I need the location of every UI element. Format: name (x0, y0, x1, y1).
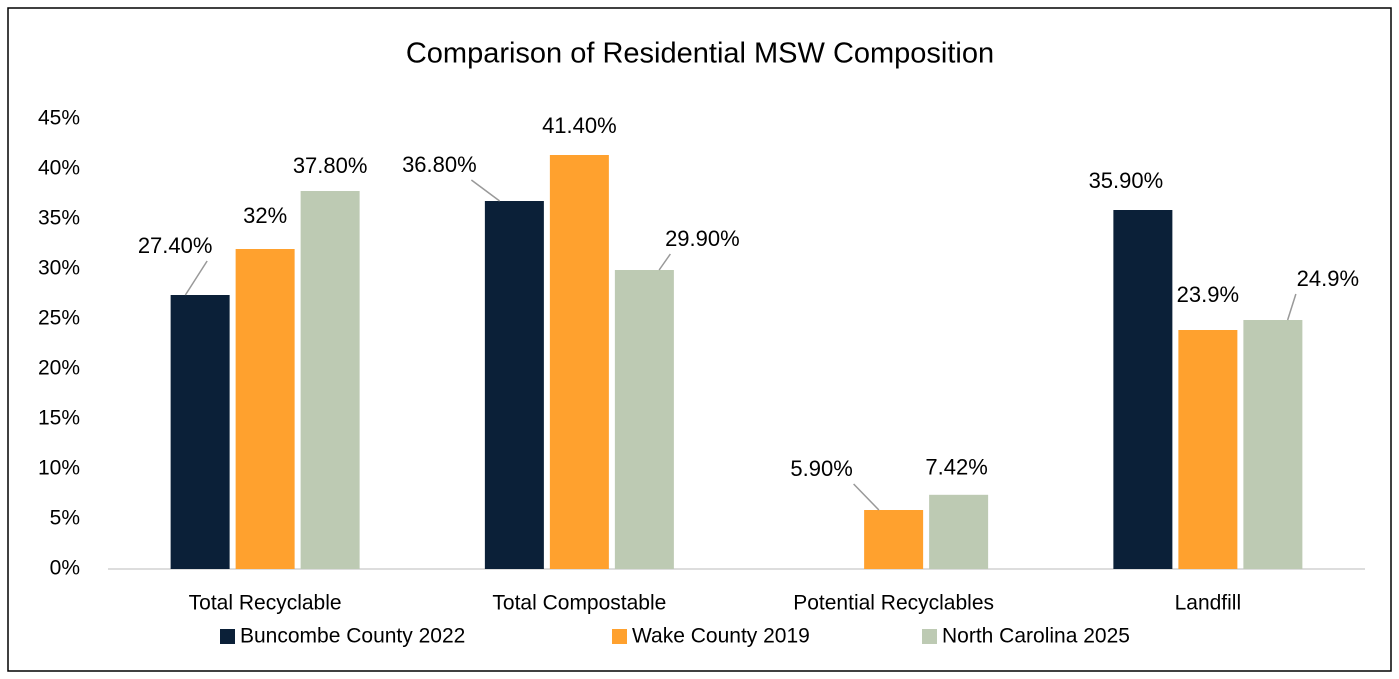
y-tick-label: 15% (38, 407, 80, 430)
data-label: 23.9% (1177, 282, 1239, 307)
bar (1113, 210, 1173, 569)
y-tick-label: 0% (50, 557, 80, 580)
data-label: 41.40% (542, 113, 617, 138)
leader-line (658, 253, 671, 271)
bar (1243, 320, 1303, 569)
leader-line (1286, 293, 1297, 321)
legend-label: Buncombe County 2022 (240, 625, 465, 648)
data-label: 5.90% (790, 456, 852, 481)
bar (1178, 330, 1238, 569)
x-tick-label: Total Recyclable (189, 592, 342, 615)
bar (235, 249, 295, 569)
data-label: 32% (243, 203, 287, 228)
bar (864, 510, 924, 569)
data-label: 29.90% (665, 226, 740, 251)
y-tick-label: 45% (38, 107, 80, 130)
y-tick-label: 20% (38, 357, 80, 380)
x-tick-label: Landfill (1175, 592, 1242, 615)
data-label: 36.80% (402, 152, 477, 177)
data-label: 27.40% (138, 233, 213, 258)
leader-line (470, 179, 501, 202)
legend-swatch (922, 629, 937, 644)
bar (614, 270, 674, 569)
x-tick-label: Potential Recyclables (793, 592, 994, 615)
bar (484, 201, 544, 569)
legend-label: North Carolina 2025 (942, 625, 1130, 648)
leader-line (184, 260, 208, 296)
bar (300, 191, 360, 569)
data-label: 7.42% (925, 455, 987, 480)
y-tick-label: 30% (38, 257, 80, 280)
y-tick-label: 40% (38, 157, 80, 180)
chart-title: Comparison of Residential MSW Compositio… (406, 38, 994, 70)
bar (929, 494, 989, 569)
y-tick-label: 25% (38, 307, 80, 330)
data-label: 24.9% (1297, 266, 1359, 291)
y-tick-label: 10% (38, 457, 80, 480)
y-tick-label: 5% (50, 507, 80, 530)
x-tick-label: Total Compostable (492, 592, 666, 615)
bar (549, 155, 609, 569)
bar (170, 295, 230, 569)
legend-label: Wake County 2019 (632, 625, 810, 648)
data-label: 37.80% (293, 153, 368, 178)
leader-line (853, 483, 880, 511)
y-tick-label: 35% (38, 207, 80, 230)
legend-swatch (612, 629, 627, 644)
data-label: 35.90% (1089, 168, 1164, 193)
legend-swatch (220, 629, 235, 644)
